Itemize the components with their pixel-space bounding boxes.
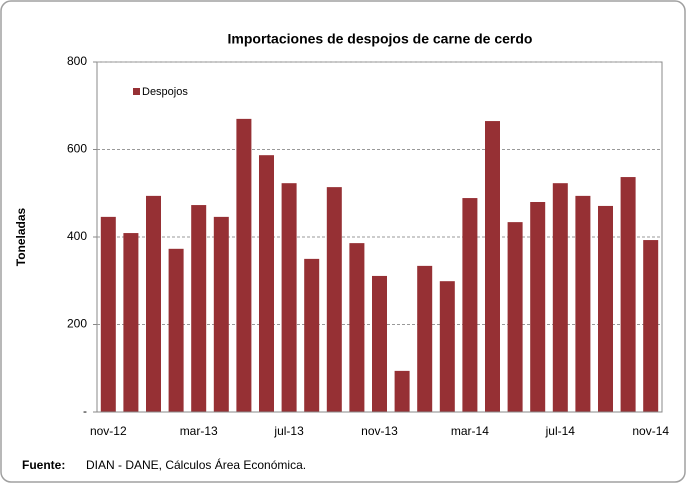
bar (281, 183, 297, 412)
bar (372, 275, 387, 412)
source-label: Fuente: (22, 458, 65, 472)
x-tick-label: mar-14 (451, 424, 489, 438)
bar (123, 233, 139, 412)
x-tick-label: jul-14 (545, 424, 576, 438)
source: DIAN - DANE, Cálculos Área Económica. (86, 457, 306, 472)
bar (259, 155, 274, 412)
y-tick-label: 600 (67, 142, 87, 156)
chart-title: Importaciones de despojos de carne de ce… (228, 31, 533, 47)
y-tick-label: 400 (67, 229, 87, 243)
bar (146, 195, 161, 412)
bar (485, 121, 500, 412)
y-tick-label: 800 (67, 54, 87, 68)
bar (191, 205, 207, 412)
bar (326, 187, 342, 412)
bar (236, 118, 252, 412)
x-tick-label: nov-12 (90, 424, 127, 438)
bar (462, 198, 478, 412)
bar (417, 265, 433, 412)
bar (100, 216, 116, 412)
y-tick-label: 200 (67, 317, 87, 331)
bar (507, 222, 523, 412)
x-tick-label: nov-13 (361, 424, 398, 438)
legend-swatch (133, 88, 140, 95)
x-tick-label: jul-13 (273, 424, 304, 438)
bar (394, 370, 410, 412)
x-tick-label: mar-13 (180, 424, 218, 438)
y-tick-label: - (83, 404, 87, 418)
bar (168, 248, 184, 412)
bar (598, 205, 613, 412)
bar (643, 240, 659, 412)
bar (620, 177, 636, 412)
bar (349, 243, 365, 412)
bar (552, 183, 568, 412)
bar (213, 216, 229, 412)
bar (439, 281, 455, 412)
bar (575, 195, 591, 412)
legend-label: Despojos (142, 86, 188, 98)
x-tick-label: nov-14 (632, 424, 669, 438)
bar (530, 202, 546, 412)
bar (304, 258, 320, 412)
y-axis-label: Toneladas (14, 207, 28, 266)
